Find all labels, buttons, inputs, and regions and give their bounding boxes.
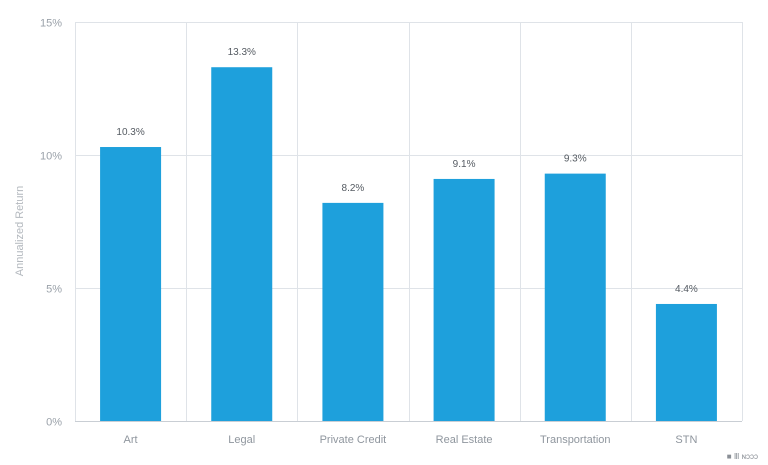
category-label: Art bbox=[124, 434, 138, 446]
category-label: STN bbox=[675, 434, 697, 446]
data-label: 9.3% bbox=[564, 154, 587, 165]
y-tick-label: 0% bbox=[46, 417, 62, 429]
bars bbox=[100, 67, 717, 421]
y-tick-label: 5% bbox=[46, 284, 62, 296]
y-tick-label: 15% bbox=[40, 18, 62, 30]
bar-real-estate bbox=[433, 178, 495, 421]
category-labels: Art Legal Private Credit Real Estate Transpo… bbox=[124, 434, 698, 446]
y-tick-labels: 0% 5% 10% 15% bbox=[40, 18, 62, 429]
bar-legal bbox=[211, 67, 273, 421]
data-label: 13.3% bbox=[228, 47, 256, 58]
category-label: Real Estate bbox=[436, 434, 493, 446]
bar-stn bbox=[655, 303, 717, 421]
data-label: 9.1% bbox=[453, 159, 476, 170]
watermark: ■ Ⅲ ɴɔɔɔ bbox=[726, 452, 758, 461]
category-label: Transportation bbox=[540, 434, 611, 446]
gridlines bbox=[75, 22, 743, 422]
data-label: 8.2% bbox=[342, 183, 365, 194]
data-labels: 10.3% 13.3% 8.2% 9.1% 9.3% 4.4% bbox=[116, 47, 698, 295]
category-label: Legal bbox=[228, 434, 255, 446]
bar-transportation bbox=[544, 173, 606, 421]
data-label: 4.4% bbox=[675, 284, 698, 295]
y-tick-label: 10% bbox=[40, 151, 62, 163]
bar-art bbox=[100, 147, 162, 421]
bar-private-credit bbox=[322, 202, 384, 421]
y-axis-label: Annualized Return bbox=[14, 186, 26, 277]
category-label: Private Credit bbox=[320, 434, 387, 446]
data-label: 10.3% bbox=[116, 127, 144, 138]
